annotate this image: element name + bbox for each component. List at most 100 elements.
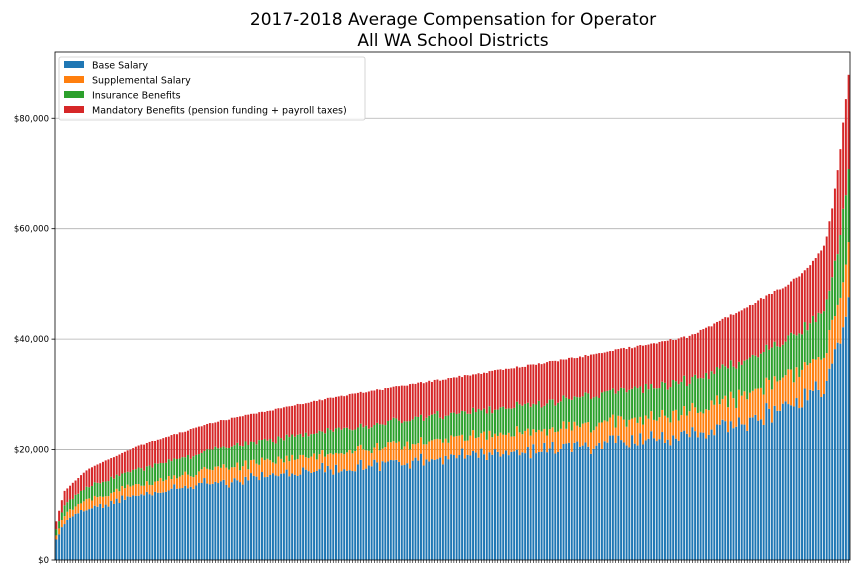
bar-segment-supplemental: [600, 422, 603, 449]
bar-segment-insurance: [384, 425, 387, 448]
bar-segment-base: [617, 435, 620, 560]
bar-segment-insurance: [104, 481, 107, 497]
bar-segment-supplemental: [178, 476, 181, 489]
bar-segment-supplemental: [60, 520, 63, 528]
bar-segment-insurance: [452, 412, 455, 437]
bar-segment-mandatory: [691, 334, 694, 377]
bar-segment-supplemental: [156, 481, 159, 493]
bar-segment-insurance: [499, 407, 502, 433]
bar-segment-base: [812, 390, 814, 560]
bar-segment-supplemental: [636, 422, 639, 446]
bar-segment-mandatory: [236, 417, 239, 443]
bar-segment-insurance: [573, 396, 576, 422]
bar-segment-insurance: [625, 392, 628, 427]
bar-segment-mandatory: [847, 74, 850, 169]
bar-segment-supplemental: [348, 449, 351, 471]
bar-segment-base: [691, 427, 694, 560]
bar-segment-mandatory: [636, 345, 639, 389]
bar-segment-mandatory: [280, 408, 283, 439]
bar-segment-mandatory: [683, 336, 686, 376]
bar-segment-mandatory: [233, 417, 236, 446]
bar-segment-insurance: [557, 402, 560, 432]
bar-segment-base: [748, 417, 751, 560]
bar-segment-insurance: [351, 430, 354, 454]
bar-segment-base: [340, 471, 343, 560]
bar-segment-supplemental: [362, 449, 365, 470]
bar-segment-insurance: [307, 436, 310, 458]
bar-segment-supplemental: [296, 458, 299, 476]
bar-segment-supplemental: [529, 435, 532, 459]
bar-segment-insurance: [524, 403, 527, 431]
bar-segment-insurance: [743, 360, 746, 392]
bar-segment-supplemental: [123, 488, 126, 500]
bar-segment-mandatory: [461, 377, 464, 411]
bar-segment-insurance: [639, 386, 642, 417]
bar-segment-mandatory: [781, 288, 784, 345]
bar-segment-insurance: [724, 366, 727, 396]
bar-segment-mandatory: [677, 338, 680, 385]
bar-segment-insurance: [326, 428, 329, 455]
bar-segment-base: [770, 422, 773, 560]
bar-segment-insurance: [842, 208, 845, 283]
bar-segment-insurance: [285, 434, 288, 456]
bar-segment-insurance: [444, 415, 447, 439]
bar-segment-base: [80, 510, 83, 560]
bar-segment-supplemental: [699, 411, 702, 433]
bar-segment-supplemental: [732, 398, 735, 429]
bar-segment-base: [277, 476, 280, 560]
bar-segment-base: [304, 469, 307, 560]
bar-segment-insurance: [441, 419, 444, 443]
bar-segment-base: [378, 470, 381, 560]
bar-segment-base: [568, 442, 570, 560]
bar-segment-supplemental: [524, 430, 527, 454]
bar-segment-supplemental: [66, 511, 69, 520]
bar-segment-base: [228, 487, 231, 560]
bar-segment-base: [123, 499, 126, 560]
bar-segment-base: [376, 462, 379, 560]
bar-segment-mandatory: [606, 351, 609, 391]
bar-segment-base: [247, 480, 250, 560]
bar-segment-supplemental: [433, 439, 436, 460]
bar-segment-insurance: [181, 457, 184, 476]
bar-segment-supplemental: [844, 264, 847, 317]
bar-segment-supplemental: [485, 439, 488, 460]
bar-segment-mandatory: [266, 410, 269, 441]
bar-segment-insurance: [790, 332, 793, 370]
bar-segment-mandatory: [650, 343, 653, 385]
bar-segment-base: [806, 400, 809, 560]
bar-segment-base: [798, 408, 801, 560]
bar-segment-insurance: [85, 486, 88, 499]
bar-segment-mandatory: [559, 359, 562, 402]
bar-segment-supplemental: [773, 376, 776, 406]
bar-segment-base: [230, 482, 233, 560]
bar-segment-base: [329, 469, 332, 560]
bar-segment-base: [828, 368, 831, 560]
bar-segment-mandatory: [329, 397, 332, 430]
bar-segment-mandatory: [655, 343, 658, 389]
bar-segment-mandatory: [151, 440, 154, 468]
bar-segment-mandatory: [524, 366, 527, 404]
bar-segment-supplemental: [197, 471, 200, 483]
bar-segment-base: [847, 297, 850, 560]
bar-segment-insurance: [340, 429, 343, 454]
bar-segment-mandatory: [469, 375, 472, 414]
bar-segment-mandatory: [403, 385, 406, 422]
bar-segment-supplemental: [321, 450, 324, 463]
bar-segment-base: [466, 454, 469, 560]
bar-segment-mandatory: [589, 354, 592, 400]
bar-segment-supplemental: [576, 425, 579, 442]
bar-segment-base: [743, 424, 746, 560]
bar-segment-insurance: [266, 440, 269, 459]
bar-segment-mandatory: [170, 435, 173, 462]
bar-segment-insurance: [137, 467, 140, 484]
bar-segment-supplemental: [159, 477, 162, 493]
bar-segment-mandatory: [293, 405, 296, 437]
bar-segment-supplemental: [455, 436, 458, 459]
bar-segment-mandatory: [145, 443, 148, 467]
bar-segment-base: [134, 495, 137, 560]
bar-segment-mandatory: [200, 426, 203, 453]
bar-segment-insurance: [513, 407, 516, 437]
bar-segment-base: [524, 453, 527, 560]
bar-segment-supplemental: [639, 416, 642, 434]
bar-segment-mandatory: [162, 438, 165, 464]
